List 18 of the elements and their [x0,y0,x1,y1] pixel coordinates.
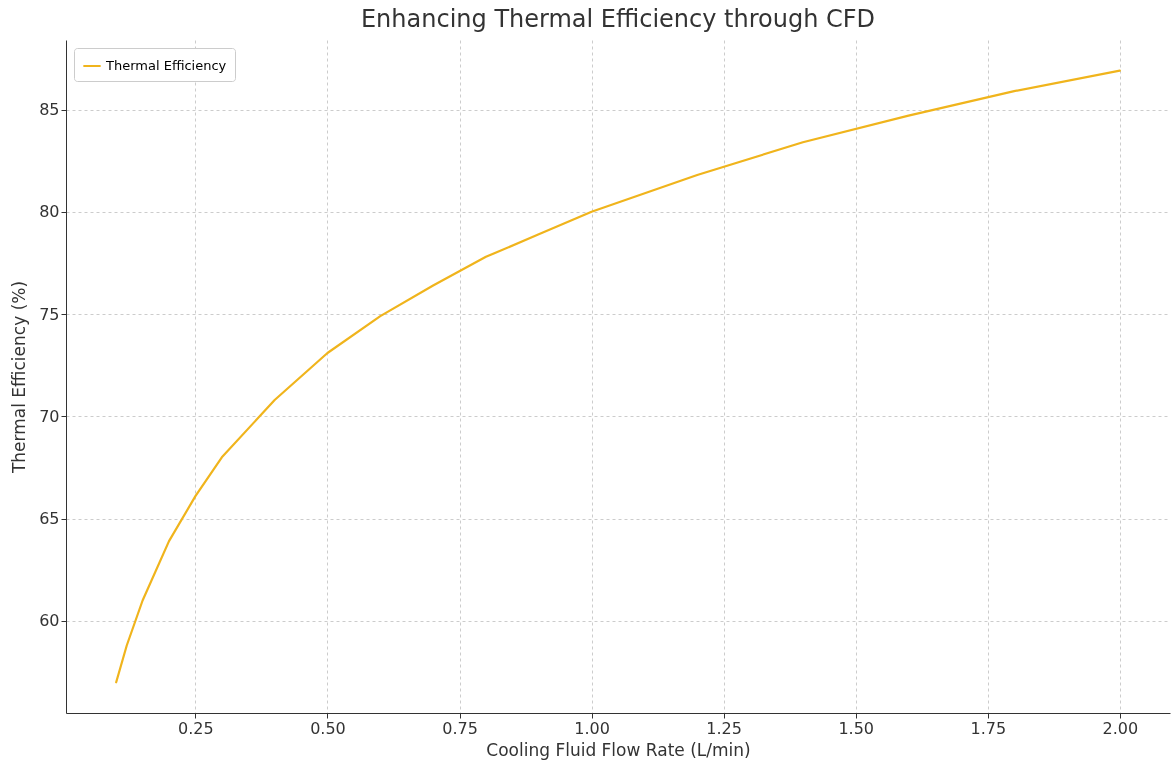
x-tick-label: 2.00 [1102,718,1139,738]
x-tick-label: 1.25 [706,718,742,738]
y-tick-label: 85 [39,100,60,120]
y-tick-label: 65 [39,509,60,529]
y-tick-label: 60 [39,611,60,631]
chart-title: Enhancing Thermal Efficiency through CFD [360,5,876,33]
x-tick-label: 1.50 [838,718,875,738]
x-tick-label: 1.75 [970,718,1007,738]
y-tick-label: 70 [39,406,60,426]
legend-label: Thermal Efficiency [105,58,227,73]
x-tick-label: 0.25 [178,718,214,738]
x-tick-label: 0.50 [310,718,346,738]
x-tick-label: 1.00 [574,718,610,738]
y-tick-label: 75 [39,304,60,324]
x-tick-label: 0.75 [442,718,478,738]
x-axis-title: Cooling Fluid Flow Rate (L/min) [486,739,751,760]
y-axis-title: Thermal Efficiency (%) [9,280,30,475]
y-tick-label: 80 [39,202,60,222]
